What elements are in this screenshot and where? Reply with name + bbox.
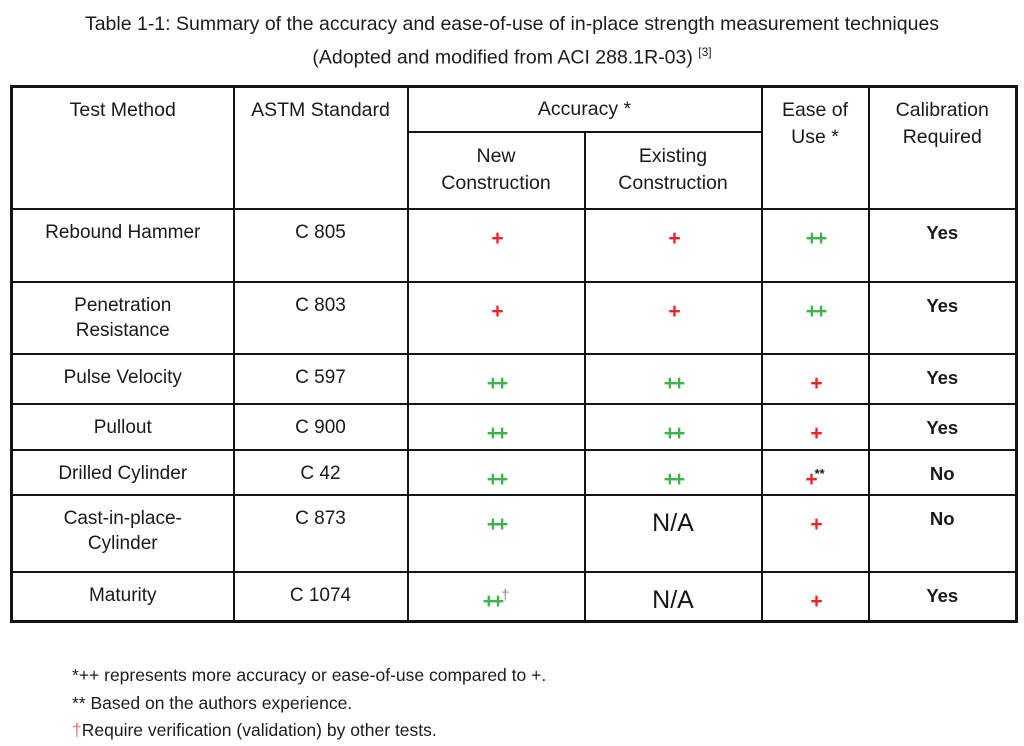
astm-cell: C 1074: [232, 570, 409, 623]
rating-symbol: +: [810, 371, 822, 395]
footnotes: *++ represents more accuracy or ease-of-…: [72, 662, 546, 745]
table-caption: Table 1-1: Summary of the accuracy and e…: [0, 10, 1024, 72]
table-row: Maturity C 1074 ++† N/A + Yes: [10, 570, 1018, 623]
method-cell: Rebound Hammer: [10, 207, 235, 283]
table-row: Rebound Hammer C 805 + + ++ Yes: [10, 207, 1018, 283]
footnote-verification: †Require verification (validation) by ot…: [72, 717, 546, 745]
rating-symbol: ++: [482, 589, 504, 613]
ease-of-use-cell: +: [760, 352, 870, 405]
astm-cell: C 803: [232, 280, 409, 355]
rating-symbol: ++: [486, 421, 508, 445]
accuracy-new-cell: +: [406, 207, 586, 283]
accuracy-new-cell: ++: [406, 493, 586, 573]
method-cell: Penetration Resistance: [10, 280, 235, 355]
rating-symbol: ++: [805, 299, 827, 323]
method-cell: Cast-in-place- Cylinder: [10, 493, 235, 573]
accuracy-new-cell: ++: [406, 448, 586, 496]
col-header-new-construction: New Construction: [406, 130, 586, 210]
ease-of-use-cell: +: [760, 570, 870, 623]
table-row: Pulse Velocity C 597 ++ ++ + Yes: [10, 352, 1018, 405]
calibration-cell: Yes: [867, 207, 1018, 283]
accuracy-existing-cell: N/A: [583, 493, 763, 573]
rating-symbol: ++: [486, 467, 508, 491]
accuracy-existing-cell: ++: [583, 448, 763, 496]
rating-superscript: †: [501, 586, 510, 604]
footnote-text: ++ represents more accuracy or ease-of-u…: [78, 665, 547, 685]
rating-symbol: +: [810, 421, 822, 445]
header-row-1: Test Method ASTM Standard Accuracy * Eas…: [10, 85, 1018, 210]
rating-symbol: ++: [486, 371, 508, 395]
ease-of-use-cell: +: [760, 402, 870, 451]
footnote-accuracy: *++ represents more accuracy or ease-of-…: [72, 662, 546, 690]
footnote-text: Require verification (validation) by oth…: [81, 720, 437, 740]
dagger-icon: †: [72, 720, 82, 740]
rating-symbol: ++: [663, 467, 685, 491]
rating-symbol: +: [668, 226, 680, 250]
calibration-cell: Yes: [867, 402, 1018, 451]
rating-symbol: N/A: [652, 585, 694, 614]
ease-of-use-cell: +**: [760, 448, 870, 496]
astm-cell: C 805: [232, 207, 409, 283]
accuracy-new-cell: +: [406, 280, 586, 355]
astm-cell: C 597: [232, 352, 409, 405]
accuracy-existing-cell: +: [583, 280, 763, 355]
strength-measurement-table: Test Method ASTM Standard Accuracy * Eas…: [10, 85, 1019, 623]
method-cell: Pulse Velocity: [10, 352, 235, 405]
table-row: Penetration Resistance C 803 + + ++ Yes: [10, 280, 1018, 355]
accuracy-existing-cell: +: [583, 207, 763, 283]
accuracy-new-cell: ++†: [406, 570, 586, 623]
table-row: Pullout C 900 ++ ++ + Yes: [10, 402, 1018, 451]
rating-symbol: N/A: [652, 508, 694, 537]
col-header-test-method: Test Method: [10, 85, 235, 210]
accuracy-existing-cell: N/A: [583, 570, 763, 623]
table-row: Cast-in-place- Cylinder C 873 ++ N/A + N…: [10, 493, 1018, 573]
col-header-existing-construction: Existing Construction: [583, 130, 763, 210]
rating-symbol: +: [810, 512, 822, 536]
rating-symbol: ++: [663, 421, 685, 445]
table-caption-line1: Table 1-1: Summary of the accuracy and e…: [84, 13, 940, 35]
method-cell: Pullout: [10, 402, 235, 451]
header-row-2: New Construction Existing Construction: [12, 130, 1017, 210]
accuracy-new-cell: ++: [406, 352, 586, 405]
ease-of-use-cell: ++: [760, 207, 870, 283]
footnote-authors-experience: ** Based on the authors experience.: [72, 690, 546, 718]
calibration-cell: Yes: [867, 352, 1018, 405]
method-cell: Maturity: [10, 570, 235, 623]
rating-symbol: ++: [486, 512, 508, 536]
footnote-text: Based on the authors experience.: [85, 692, 353, 713]
table-caption-line2: (Adopted and modified from ACI 288.1R-03…: [312, 45, 712, 69]
rating-symbol: ++: [663, 371, 685, 395]
astm-cell: C 873: [232, 493, 409, 573]
col-header-calibration-required: Calibration Required: [867, 85, 1018, 210]
col-header-ease-of-use: Ease of Use *: [760, 85, 870, 210]
citation-reference: [3]: [698, 45, 712, 59]
rating-superscript: **: [814, 465, 825, 481]
col-header-accuracy: Accuracy *: [406, 85, 763, 133]
rating-symbol: +: [668, 299, 680, 323]
calibration-cell: Yes: [867, 280, 1018, 355]
rating-symbol: +: [810, 589, 822, 613]
astm-cell: C 42: [232, 448, 409, 496]
accuracy-existing-cell: ++: [583, 402, 763, 451]
table-row: Drilled Cylinder C 42 ++ ++ +** No: [10, 448, 1018, 496]
ease-of-use-cell: +: [760, 493, 870, 573]
footnote-marker: **: [72, 692, 86, 713]
footnote-marker: *: [72, 665, 79, 685]
method-cell: Drilled Cylinder: [10, 448, 235, 496]
ease-of-use-cell: ++: [760, 280, 870, 355]
calibration-cell: Yes: [867, 570, 1018, 623]
rating-symbol: +: [805, 467, 817, 491]
calibration-cell: No: [867, 493, 1018, 573]
rating-symbol: ++: [805, 226, 827, 250]
astm-cell: C 900: [232, 402, 409, 451]
col-header-astm-standard: ASTM Standard: [232, 85, 409, 210]
accuracy-existing-cell: ++: [583, 352, 763, 405]
accuracy-new-cell: ++: [406, 402, 586, 451]
rating-symbol: +: [491, 226, 503, 250]
rating-symbol: +: [491, 299, 503, 323]
calibration-cell: No: [867, 448, 1018, 496]
